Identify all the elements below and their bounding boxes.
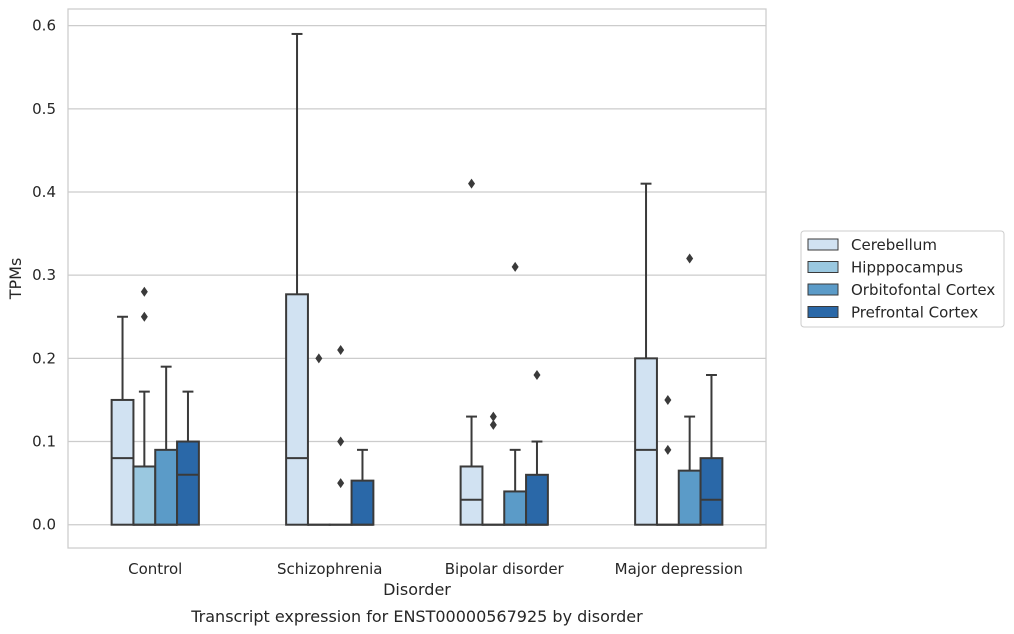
box-iqr (176, 440, 200, 526)
chart-caption: Transcript expression for ENST0000056792… (190, 607, 643, 626)
box-iqr (285, 293, 309, 526)
x-tick-label: Control (128, 560, 182, 578)
box-3-2 (677, 253, 702, 526)
box-iqr (503, 490, 528, 526)
box-iqr (110, 398, 135, 526)
outlier-point (468, 178, 476, 189)
legend-label: Prefrontal Cortex (851, 304, 978, 322)
y-tick-label: 0.1 (32, 433, 56, 451)
box-2-1 (481, 411, 506, 526)
box-2-2 (503, 261, 528, 526)
y-tick-label: 0.5 (32, 100, 56, 118)
x-axis-title: Disorder (383, 580, 451, 599)
x-tick-label: Bipolar disorder (445, 560, 565, 578)
x-tick-labels: Control Schizophrenia Bipolar disorder Majo… (128, 560, 743, 578)
box-0-1 (132, 286, 157, 526)
y-tick-labels: 0.0 0.1 0.2 0.3 0.4 0.5 0.6 (32, 17, 56, 534)
box-0-0 (110, 315, 135, 526)
legend-swatch (807, 261, 839, 273)
box-1-0 (285, 32, 309, 526)
box-iqr (525, 473, 549, 526)
outlier-point (489, 419, 497, 430)
box-2-3 (525, 369, 549, 526)
box-1-2 (328, 345, 353, 526)
x-tick-label: Schizophrenia (277, 560, 382, 578)
box-3-0 (634, 182, 658, 526)
legend-swatch (807, 283, 839, 296)
legend-frame (800, 230, 1005, 328)
legend-label: Cerebellum (851, 236, 937, 254)
legend-label: Hipppocampus (851, 259, 963, 277)
outlier-point (140, 311, 148, 322)
box-1-3 (350, 448, 375, 526)
box-2-0 (459, 178, 484, 526)
outlier-point (140, 286, 148, 297)
y-axis-title: TPMs (6, 258, 25, 301)
y-tick-label: 0.4 (32, 183, 56, 201)
box-iqr (459, 465, 484, 526)
box-iqr (634, 357, 658, 526)
y-tick-label: 0.3 (32, 266, 56, 284)
box-iqr (699, 457, 724, 526)
outlier-point (511, 261, 519, 272)
box-marks (110, 32, 724, 526)
box-iqr (677, 469, 702, 526)
y-tick-label: 0.6 (32, 17, 56, 35)
box-3-3 (699, 373, 724, 526)
plot-frame (67, 8, 767, 549)
box-0-2 (154, 365, 179, 526)
outlier-point (686, 253, 694, 264)
outlier-point (337, 345, 345, 356)
box-iqr (154, 448, 179, 526)
x-tick-label: Major depression (615, 560, 743, 578)
box-0-3 (176, 390, 200, 526)
outlier-point (664, 394, 672, 405)
outlier-point (533, 369, 541, 380)
box-1-1 (306, 353, 331, 526)
legend-swatch (807, 238, 839, 251)
y-tick-label: 0.0 (32, 516, 56, 534)
box-iqr (350, 479, 375, 526)
y-tick-label: 0.2 (32, 349, 56, 367)
box-iqr (132, 465, 157, 526)
legend-label: Orbitofontal Cortex (851, 281, 995, 299)
outlier-point (337, 478, 345, 489)
legend: Cerebellum Hipppocampus Orbitofontal Corte… (800, 230, 1005, 328)
outlier-point (664, 444, 672, 455)
outlier-point (315, 353, 323, 364)
box-3-1 (655, 394, 680, 526)
legend-swatch (807, 306, 839, 318)
outlier-point (337, 436, 345, 447)
outlier-point (489, 411, 497, 422)
